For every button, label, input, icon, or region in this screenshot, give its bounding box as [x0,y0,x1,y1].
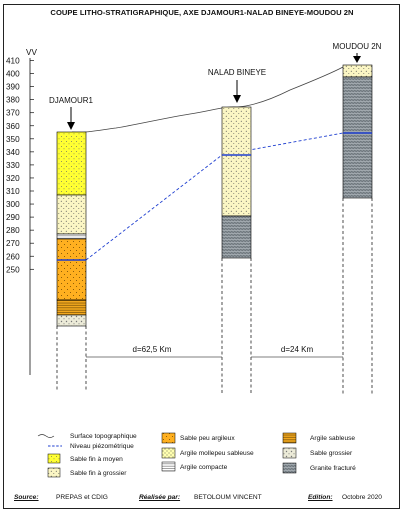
axis-tick-label: 410 [6,57,20,66]
axis-tick-label: 390 [6,83,20,92]
distance-2-label: d=24 Km [281,345,314,354]
legend-sable-peu-argileux-label: Sable peu argileux [180,435,235,442]
legend-sable-fin-grossier-label: Sable fin à grossier [70,470,127,477]
axis-tick-label: 400 [6,70,20,79]
axis-unit-label: VV [26,48,37,57]
axis-tick-label: 360 [6,122,20,131]
legend-sable-fin-moyen-label: Sable fin à moyen [70,456,123,463]
legend: Surface topographique Niveau piézométriq… [37,432,356,478]
axis-tick-label: 270 [6,239,20,248]
axis-tick-label: 250 [6,265,20,274]
legend-sable-grossier-label: Sable grossier [310,450,353,457]
well-moudou-2n: MOUDOU 2N [333,42,382,394]
elevation-axis: VV 410 400 390 380 370 360 350 340 330 320 310 300 2… [6,48,37,375]
distance-annotations: d=62,5 Km d=24 Km [86,345,343,358]
legend-granite-label: Granite fracturé [310,465,356,472]
piezometric-level-line [85,132,344,261]
legend-argile-compacte-label: Argile compacte [180,464,228,471]
realisee-key: Réalisée par: [139,494,181,501]
well-djamour1-label: DJAMOUR1 [49,96,94,105]
source-value: PREPAS et CDIG [56,494,108,501]
distance-1-label: d=62,5 Km [133,345,172,354]
axis-tick-label: 380 [6,96,20,105]
well-nalad-bineye: NALAD BINEYE [208,68,266,394]
axis-tick-label: 340 [6,148,20,157]
footer: Source: PREPAS et CDIG Réalisée par: BET… [12,494,396,506]
axis-tick-label: 280 [6,226,20,235]
legend-argile-molle-label: Argile mollepeu sableuse [180,450,254,457]
axis-tick-label: 260 [6,252,20,261]
legend-surface-label: Surface topographique [70,433,137,440]
axis-tick-label: 300 [6,200,20,209]
well-nalad-label: NALAD BINEYE [208,68,266,77]
topographic-surface-line [71,66,344,133]
figure-title: COUPE LITHO-STRATIGRAPHIQUE, AXE DJAMOUR… [50,8,354,17]
axis-tick-label: 370 [6,109,20,118]
edition-value: Octobre 2020 [342,494,382,501]
axis-tick-label: 320 [6,174,20,183]
realisee-value: BETOLOUM VINCENT [194,494,262,501]
axis-tick-label: 310 [6,187,20,196]
axis-tick-label: 290 [6,213,20,222]
axis-tick-label: 350 [6,135,20,144]
legend-argile-sableuse-label: Argile sableuse [310,435,355,442]
legend-piezo-label: Niveau piézométrique [70,443,134,450]
well-djamour1: DJAMOUR1 [49,96,94,392]
edition-key: Edition: [308,494,333,501]
well-moudou-label: MOUDOU 2N [333,42,382,51]
axis-tick-label: 330 [6,161,20,170]
source-key: Source: [14,494,39,501]
